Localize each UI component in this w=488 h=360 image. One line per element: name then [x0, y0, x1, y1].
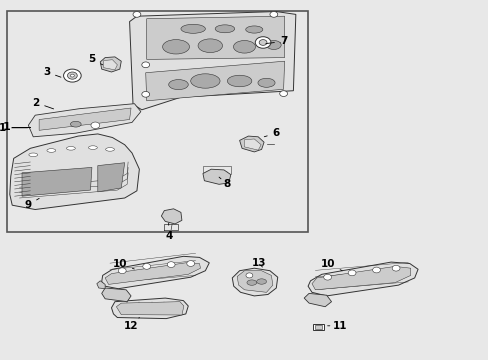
Polygon shape [102, 256, 209, 289]
Text: 4: 4 [164, 223, 172, 241]
Ellipse shape [47, 149, 56, 152]
Circle shape [91, 122, 100, 129]
Polygon shape [39, 108, 131, 130]
Polygon shape [237, 271, 272, 292]
Text: 7: 7 [265, 36, 287, 46]
Ellipse shape [246, 280, 256, 285]
Text: 10: 10 [112, 258, 134, 269]
Circle shape [133, 12, 141, 17]
Ellipse shape [70, 121, 81, 127]
Polygon shape [244, 139, 261, 150]
Circle shape [245, 273, 252, 278]
Circle shape [372, 267, 380, 273]
Ellipse shape [105, 148, 114, 151]
Ellipse shape [198, 39, 222, 53]
Polygon shape [307, 262, 417, 296]
Circle shape [259, 40, 266, 45]
Bar [7, 11, 307, 232]
Polygon shape [97, 281, 105, 289]
Ellipse shape [162, 40, 189, 54]
Circle shape [269, 12, 277, 17]
Polygon shape [116, 302, 183, 315]
Text: 8: 8 [219, 177, 230, 189]
Text: 2: 2 [32, 98, 54, 109]
Text: 6: 6 [264, 128, 279, 138]
Polygon shape [145, 61, 284, 101]
Ellipse shape [233, 40, 255, 53]
Text: 1: 1 [3, 122, 11, 132]
Polygon shape [100, 57, 121, 72]
Polygon shape [129, 12, 295, 110]
Bar [312, 324, 323, 330]
Ellipse shape [227, 75, 251, 87]
Polygon shape [304, 293, 331, 307]
Circle shape [142, 91, 149, 97]
Ellipse shape [168, 80, 188, 90]
Circle shape [67, 72, 77, 79]
Circle shape [347, 270, 355, 276]
Polygon shape [239, 136, 264, 152]
Circle shape [167, 262, 175, 267]
Ellipse shape [215, 25, 234, 33]
Text: 11: 11 [327, 321, 346, 331]
Ellipse shape [88, 146, 97, 149]
Polygon shape [146, 16, 284, 59]
Circle shape [186, 261, 194, 266]
Text: 13: 13 [251, 258, 266, 268]
Ellipse shape [258, 78, 274, 87]
Polygon shape [161, 209, 182, 224]
Polygon shape [28, 104, 141, 137]
Circle shape [323, 274, 331, 280]
Ellipse shape [66, 147, 75, 150]
Text: 12: 12 [123, 318, 139, 331]
Polygon shape [311, 266, 410, 290]
Circle shape [255, 37, 270, 48]
Polygon shape [103, 60, 117, 70]
Ellipse shape [266, 40, 281, 49]
Circle shape [142, 264, 150, 269]
Ellipse shape [245, 26, 263, 33]
Polygon shape [10, 134, 139, 210]
Polygon shape [22, 167, 92, 196]
Polygon shape [232, 268, 277, 296]
Circle shape [279, 91, 287, 96]
Polygon shape [111, 298, 188, 319]
Text: 1: 1 [0, 123, 27, 133]
Polygon shape [98, 163, 124, 192]
Text: 5: 5 [88, 54, 102, 65]
Ellipse shape [181, 24, 205, 33]
Polygon shape [203, 169, 230, 184]
Ellipse shape [29, 153, 38, 157]
Text: 9: 9 [24, 198, 39, 210]
Polygon shape [105, 263, 200, 284]
Text: 3: 3 [43, 67, 61, 77]
Ellipse shape [190, 74, 220, 88]
Circle shape [391, 265, 399, 271]
Text: 10: 10 [320, 258, 342, 271]
Ellipse shape [256, 279, 266, 284]
Circle shape [70, 74, 74, 77]
Bar [314, 325, 321, 329]
Polygon shape [102, 288, 131, 302]
Circle shape [63, 69, 81, 82]
Circle shape [118, 268, 126, 274]
Circle shape [142, 62, 149, 68]
